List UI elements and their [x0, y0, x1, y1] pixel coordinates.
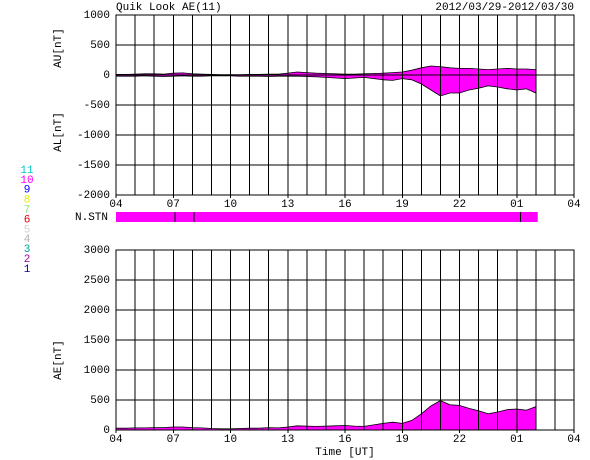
y-tick-label: 0 [103, 70, 110, 82]
y-axis-label: AU[nT] [53, 28, 65, 68]
x-tick-label: 19 [396, 434, 409, 446]
legend-label: 9 [24, 185, 31, 197]
legend-label: 6 [24, 214, 31, 226]
area-fill [116, 400, 536, 430]
legend-label: 8 [24, 195, 31, 207]
x-tick-label: 01 [510, 434, 524, 446]
area-fill [116, 66, 536, 75]
y-tick-label: 2500 [84, 275, 110, 287]
y-axis-label: AL[nT] [53, 112, 65, 152]
x-tick-label: 04 [567, 434, 581, 446]
station-segment [194, 212, 521, 222]
y-tick-label: 2000 [84, 305, 110, 317]
y-tick-label: 500 [90, 40, 110, 52]
legend-label: 10 [20, 175, 33, 187]
x-tick-label: 04 [567, 199, 581, 211]
plot-frame [115, 249, 575, 431]
chart-title: Quik Look AE(11) [116, 2, 222, 14]
y-tick-label: -500 [84, 100, 110, 112]
x-tick-label: 04 [109, 199, 123, 211]
chart-subtitle: 2012/03/29-2012/03/30 [435, 2, 574, 14]
x-tick-label: 07 [167, 434, 180, 446]
area-fill [116, 75, 536, 96]
x-tick-label: 13 [281, 434, 294, 446]
x-tick-label: 13 [281, 199, 294, 211]
y-tick-label: 0 [103, 425, 110, 437]
legend-label: 2 [24, 254, 31, 266]
y-tick-label: -1000 [77, 130, 110, 142]
station-segment [175, 212, 195, 222]
station-segment [116, 212, 176, 222]
x-tick-label: 22 [453, 199, 466, 211]
legend-label: 3 [24, 244, 31, 256]
station-segment [520, 212, 538, 222]
strip-label: N.STN [75, 212, 108, 224]
x-tick-label: 07 [167, 199, 180, 211]
x-tick-label: 16 [338, 199, 351, 211]
legend-label: 5 [24, 224, 31, 236]
x-tick-label: 19 [396, 199, 409, 211]
y-axis-label: AE[nT] [53, 340, 65, 380]
x-axis-label: Time [UT] [315, 447, 374, 459]
x-tick-label: 04 [109, 434, 123, 446]
y-tick-label: -1500 [77, 160, 110, 172]
y-tick-label: 1000 [84, 10, 110, 22]
plot-frame [115, 14, 575, 196]
x-tick-label: 01 [510, 199, 524, 211]
y-tick-label: 1000 [84, 365, 110, 377]
legend-label: 7 [24, 205, 31, 217]
legend-label: 11 [20, 165, 34, 177]
legend-label: 1 [24, 264, 31, 276]
y-tick-label: 500 [90, 395, 110, 407]
x-tick-label: 10 [224, 434, 237, 446]
y-tick-label: 1500 [84, 335, 110, 347]
y-tick-label: -2000 [77, 190, 110, 202]
x-tick-label: 22 [453, 434, 466, 446]
legend-label: 4 [24, 234, 31, 246]
x-tick-label: 10 [224, 199, 237, 211]
y-tick-label: 3000 [84, 245, 110, 257]
x-tick-label: 16 [338, 434, 351, 446]
